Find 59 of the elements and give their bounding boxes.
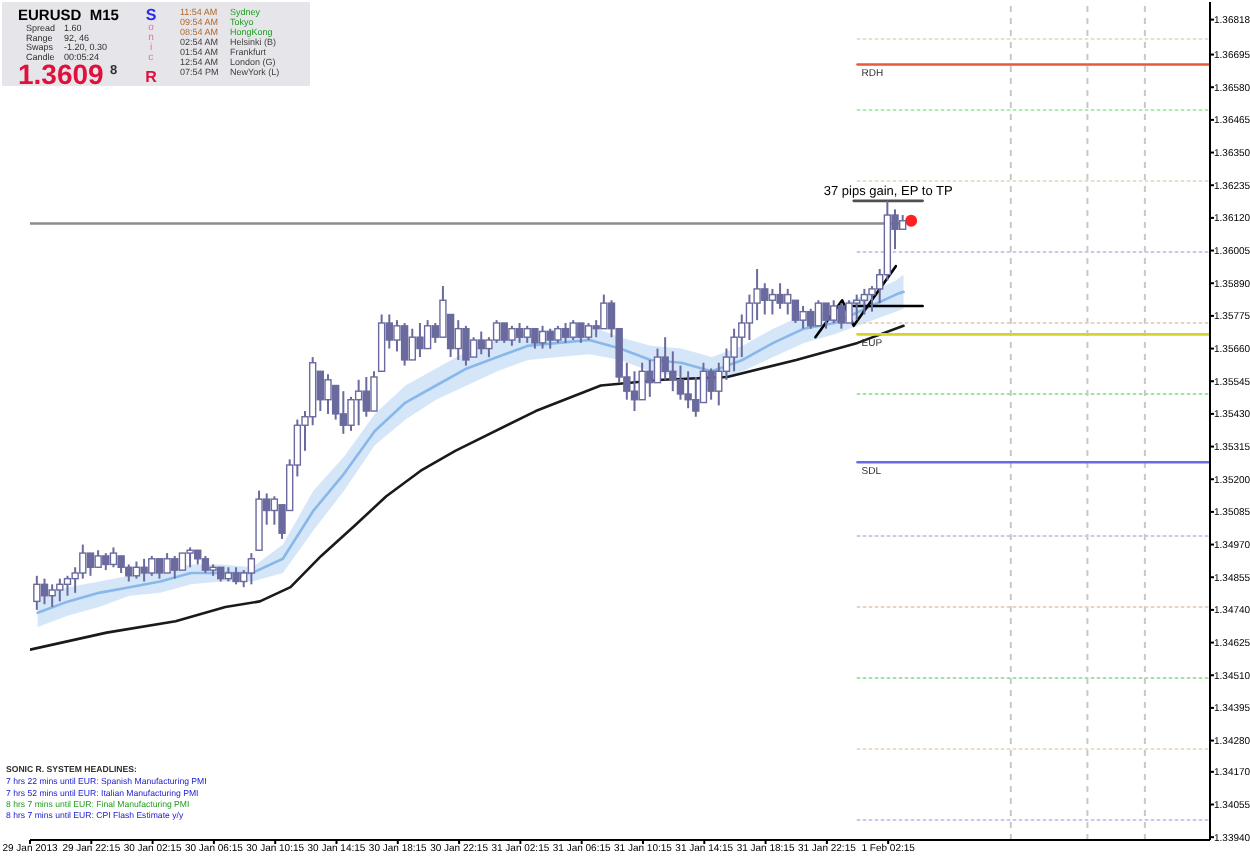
candlestick [515,322,524,344]
candlestick [577,322,585,344]
candlestick [416,322,424,359]
candlestick [799,304,807,330]
candlestick [140,557,148,583]
candlestick [784,287,792,316]
candlestick [561,322,570,344]
candlestick [324,373,332,415]
candlestick [40,577,49,606]
candlestick [362,375,371,418]
candlestick [423,319,432,350]
candlestick [853,293,861,322]
candlestick [776,282,784,310]
candlestick [163,552,171,574]
candlestick [56,577,64,603]
candlestick [807,307,815,330]
candlestick [546,327,554,350]
candlestick [684,370,692,410]
candlestick [462,324,470,367]
candlestick [408,327,416,361]
line-series [30,324,905,651]
candlestick [354,378,363,427]
candlestick [247,552,256,586]
candlestick [845,299,853,324]
candlestick [569,319,577,342]
candlestick [109,546,118,569]
candlestick [508,324,516,347]
candlestick [646,358,654,398]
candlestick [469,336,478,359]
candlestick [814,299,823,327]
candlestick [63,574,72,597]
candlestick [761,282,769,316]
candlestick [454,319,462,361]
candlestick [148,554,156,577]
candlestick [155,557,164,580]
candlestick [48,583,56,609]
candlestick [822,302,830,330]
candlestick [692,375,700,418]
candlestick [630,370,639,413]
candlestick [531,327,539,350]
candlestick [830,299,838,324]
candlestick [860,287,869,316]
candlestick [477,330,485,356]
annotation: 1.3609 [18,58,105,90]
candlestick [33,574,41,611]
candlestick [171,554,179,580]
candlestick [600,293,608,330]
candlestick [339,390,348,435]
candlestick [837,302,846,330]
candlestick [186,546,194,569]
candlestick [316,370,325,413]
candlestick [707,367,715,401]
candlestick [768,287,777,316]
candlestick [86,552,95,577]
candlestick [393,319,401,353]
candlestick [538,324,547,350]
candlestick [500,322,508,344]
candlestick [270,495,279,526]
candlestick [400,322,409,367]
